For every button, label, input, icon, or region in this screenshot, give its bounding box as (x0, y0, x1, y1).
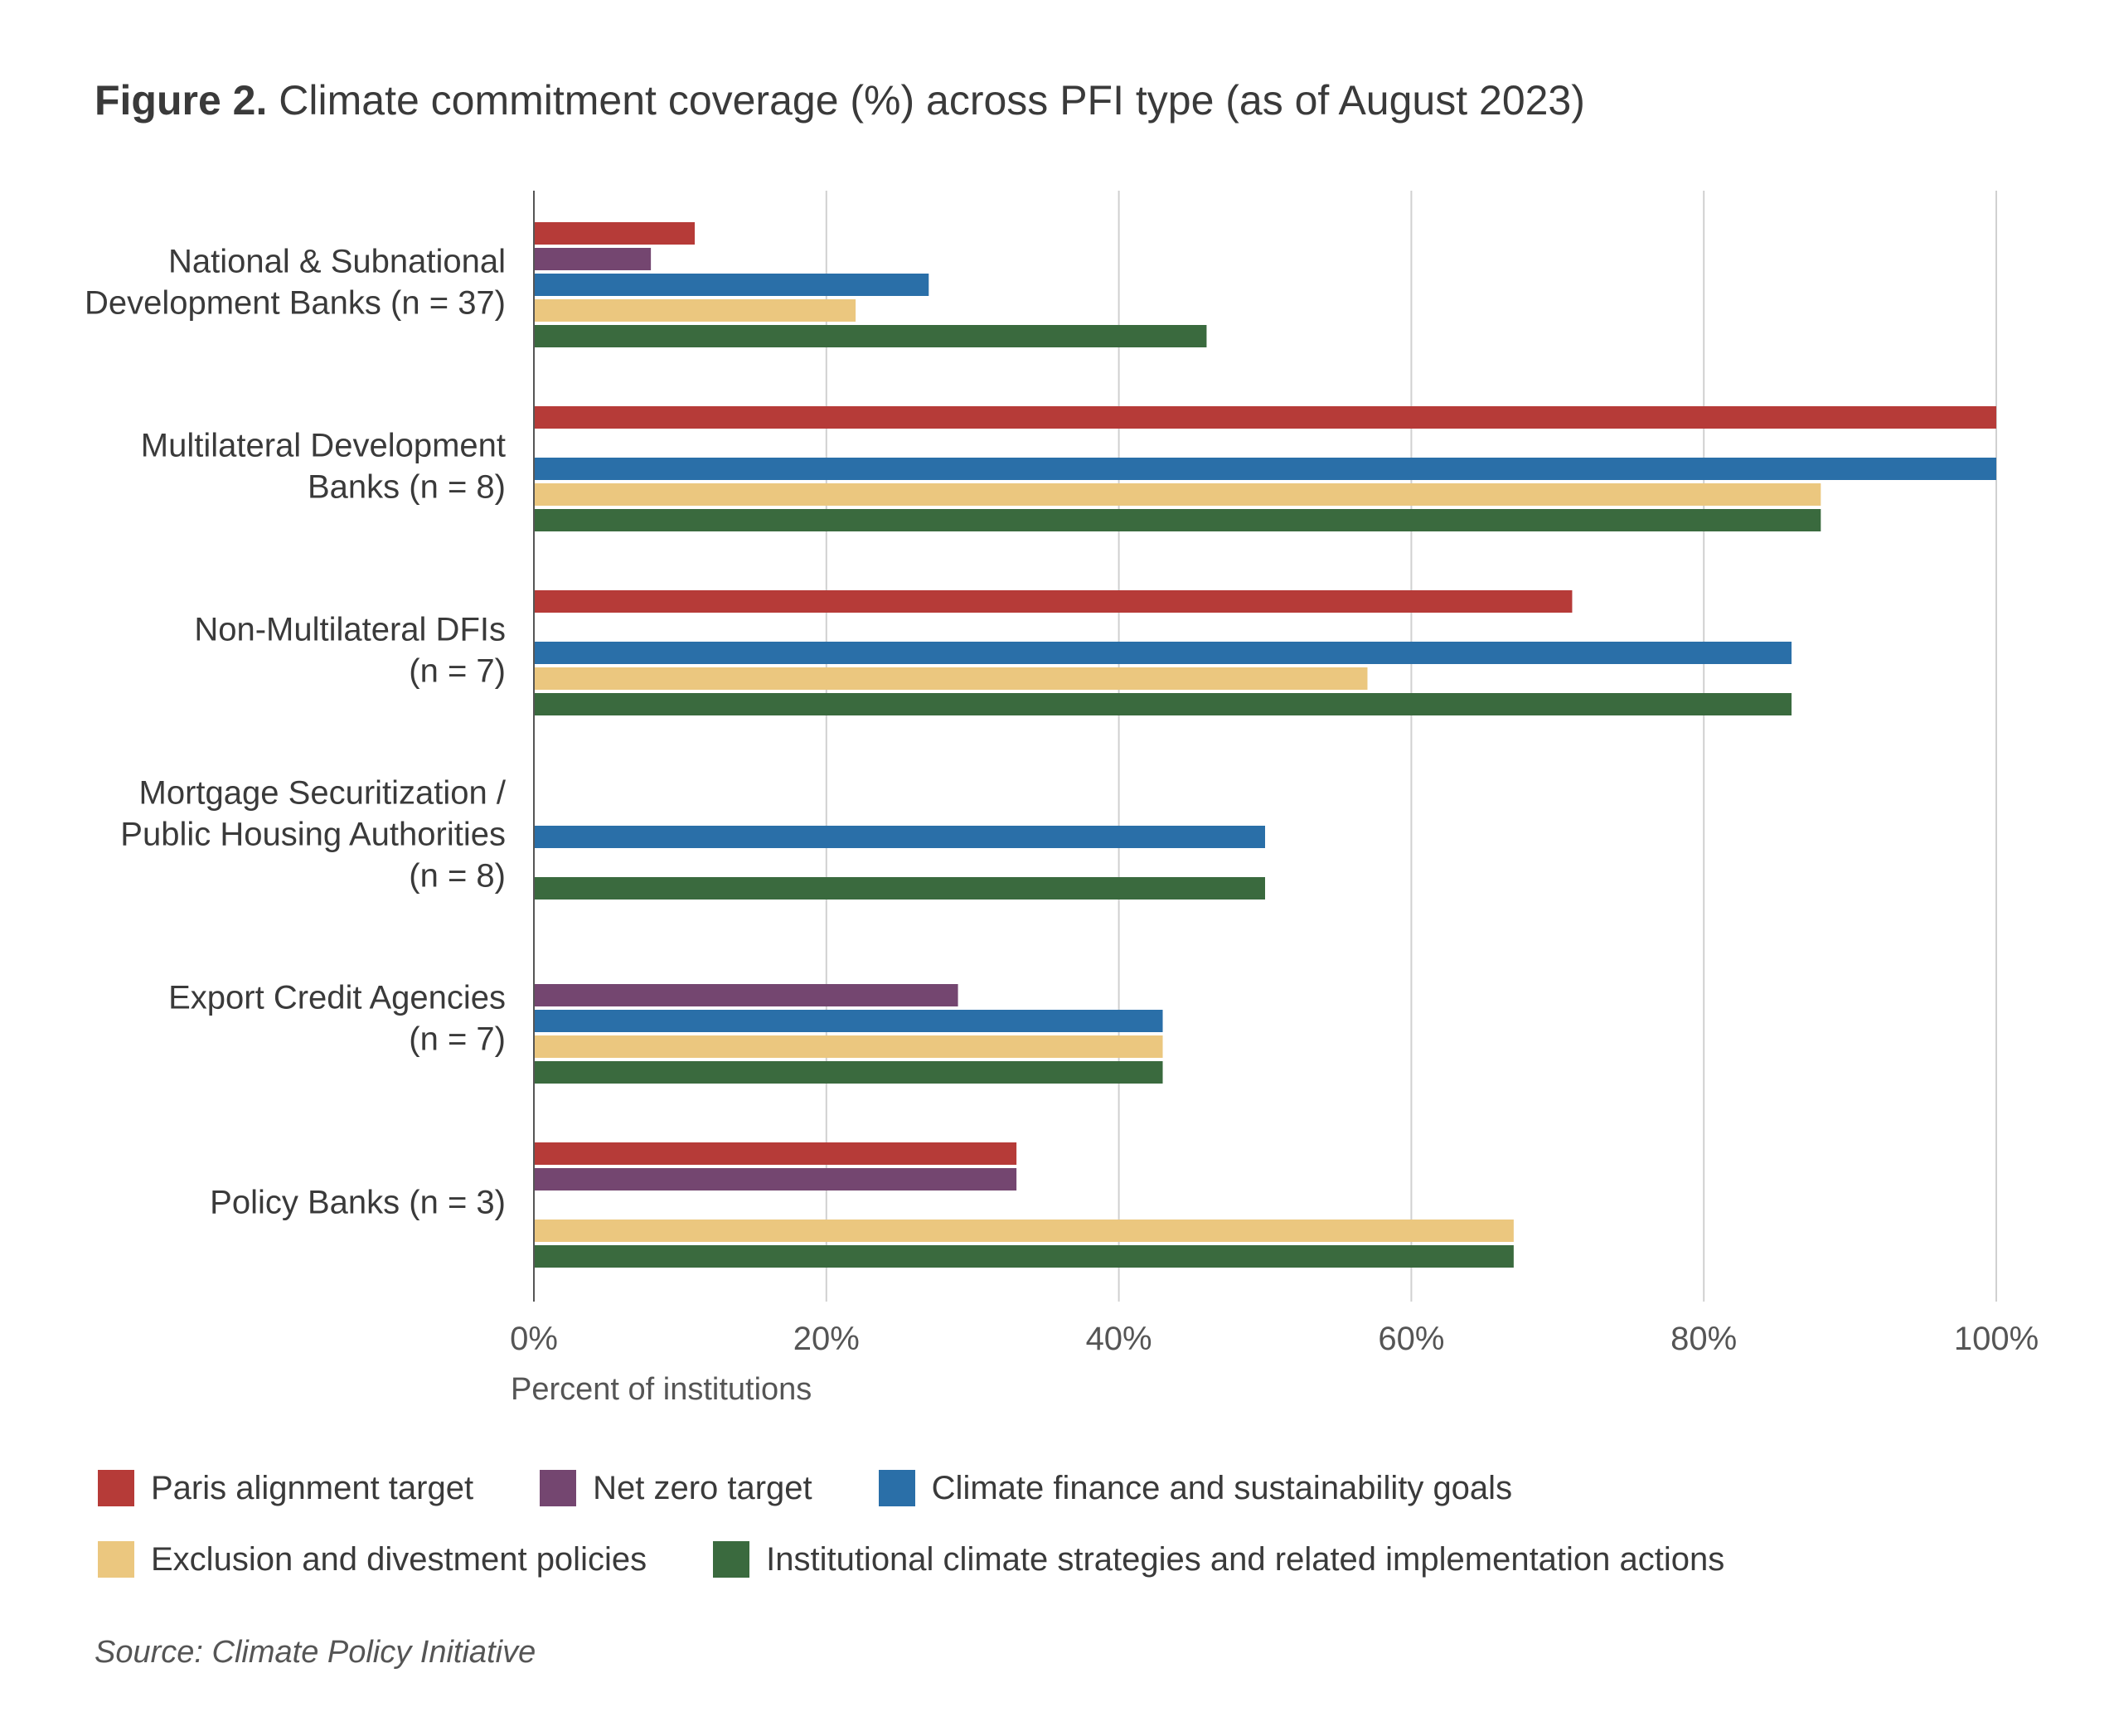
legend-swatch (98, 1470, 134, 1506)
bar (534, 299, 856, 322)
legend-swatch (540, 1470, 577, 1506)
source-note: Source: Climate Policy Initiative (95, 1635, 536, 1670)
legend-item: Climate finance and sustainability goals (878, 1469, 1513, 1507)
category-label: Mortgage Securitization / (139, 775, 507, 812)
x-tick-label: 60% (1378, 1321, 1444, 1357)
bar (534, 483, 1821, 506)
bar-chart: 0% 20% 40% 60% 80% 100% National & Subnational… (85, 191, 2039, 1407)
category-label: Development Banks (n = 37) (85, 285, 506, 322)
bar (534, 590, 1573, 613)
bar (534, 1220, 1514, 1242)
bar (534, 1061, 1163, 1084)
category-label: Export Credit Agencies (168, 980, 506, 1016)
bar (534, 667, 1368, 690)
legend-row: Exclusion and divestment policies Institu… (98, 1524, 2005, 1595)
category-label: (n = 7) (409, 1021, 506, 1058)
bar (534, 274, 929, 296)
x-tick-label: 100% (1954, 1321, 2039, 1357)
legend-swatch (878, 1470, 915, 1506)
bar (534, 642, 1792, 664)
category-label: Banks (n = 8) (308, 469, 506, 506)
figure-number: Figure 2. (95, 77, 268, 124)
legend-row: Paris alignment target Net zero target Cli… (98, 1452, 2005, 1524)
figure-title-text: Climate commitment coverage (%) across P… (279, 77, 1585, 124)
bar (534, 1035, 1163, 1058)
legend-label: Climate finance and sustainability goals (931, 1469, 1513, 1506)
category-label: National & Subnational (168, 244, 506, 280)
legend-item: Net zero target (540, 1470, 812, 1507)
legend-item: Paris alignment target (98, 1470, 473, 1507)
category-label: (n = 7) (409, 653, 506, 690)
bar (534, 222, 696, 245)
x-tick-label: 20% (793, 1321, 860, 1357)
category-label: Policy Banks (n = 3) (210, 1185, 506, 1221)
x-tick-label: 40% (1086, 1321, 1152, 1357)
legend-label: Paris alignment target (151, 1469, 474, 1506)
figure-title: Figure 2. Climate commitment coverage (%… (95, 76, 1585, 124)
category-label: Multilateral Development (141, 428, 506, 464)
legend-label: Net zero target (593, 1469, 812, 1506)
category-label: Non-Multilateral DFIs (194, 612, 506, 648)
x-tick-label: 0% (510, 1321, 558, 1357)
bar (534, 693, 1792, 715)
legend-swatch (713, 1541, 750, 1578)
bar (534, 1010, 1163, 1032)
bar (534, 877, 1265, 900)
legend-item: Exclusion and divestment policies (98, 1541, 647, 1578)
bar (534, 1168, 1017, 1190)
category-label: (n = 8) (409, 858, 506, 895)
legend-item: Institutional climate strategies and rel… (713, 1541, 1724, 1578)
bar (534, 406, 1996, 429)
bar (534, 458, 1996, 480)
bar (534, 248, 652, 270)
legend-label: Institutional climate strategies and rel… (766, 1540, 1725, 1578)
bar (534, 325, 1207, 347)
bar (534, 1245, 1514, 1268)
x-axis-label: Percent of institutions (511, 1372, 812, 1407)
legend-label: Exclusion and divestment policies (151, 1540, 647, 1578)
legend-swatch (98, 1541, 134, 1578)
chart-legend: Paris alignment target Net zero target Cli… (98, 1452, 2005, 1595)
bar (534, 826, 1265, 848)
bar (534, 984, 958, 1006)
bar (534, 1142, 1017, 1165)
category-label: Public Housing Authorities (120, 817, 506, 853)
x-tick-label: 80% (1670, 1321, 1737, 1357)
bar (534, 509, 1821, 531)
